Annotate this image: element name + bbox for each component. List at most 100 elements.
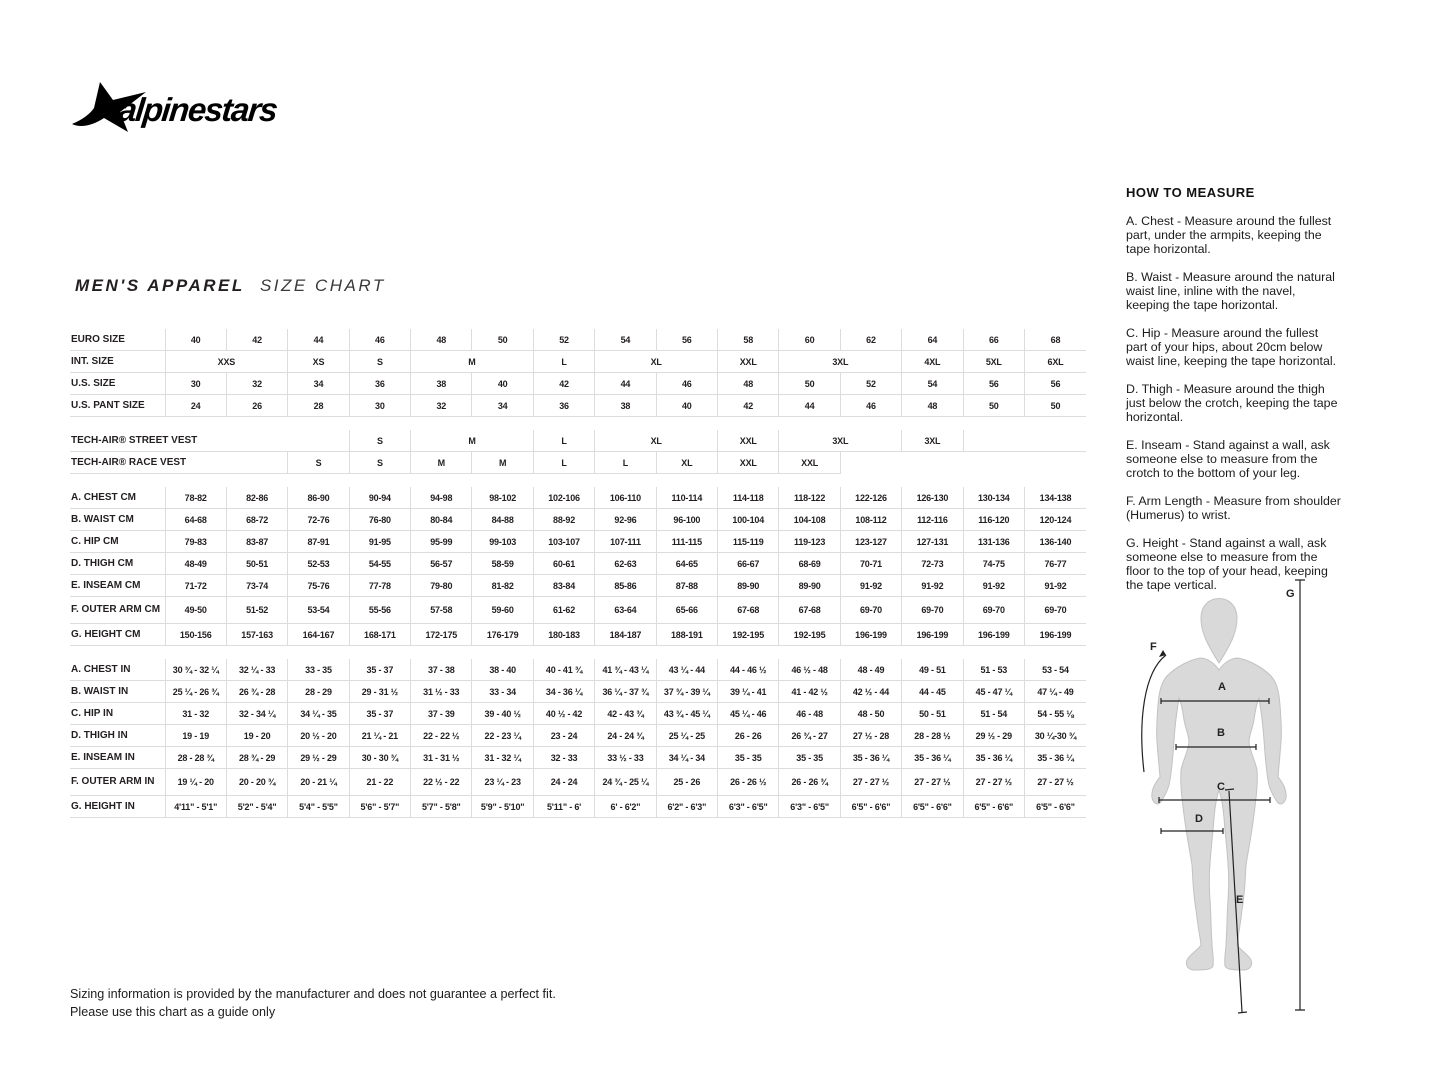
table-cell: 67-68	[717, 596, 779, 624]
table-cell: S	[348, 430, 411, 452]
table-cell: S	[287, 451, 350, 474]
measure-instruction-chest: A. Chest - Measure around the fullest pa…	[1126, 214, 1332, 257]
table-cell: 46 - 48	[778, 702, 841, 725]
table-row: C. HIP IN 31 - 32 32 - 34 ¼ 34 ¼ - 35 35 - 3…	[70, 702, 1086, 725]
table-cell: 28 - 28 ½	[901, 724, 964, 747]
table-cell: 62	[839, 329, 902, 351]
table-cell: 116-120	[962, 508, 1025, 531]
page-title-main: MEN'S APPAREL	[75, 276, 245, 295]
table-cell: 32 - 33	[532, 746, 595, 769]
thigh-line-D	[1160, 828, 1224, 834]
table-cell: 122-126	[839, 487, 902, 509]
table-cell: 23 - 24	[532, 724, 595, 747]
table-cell: 192-195	[778, 623, 841, 646]
table-cell: 42 - 43 ¾	[594, 702, 657, 725]
table-row: G. HEIGHT CM 150-156 157-163 164-167 168-171…	[70, 623, 1086, 646]
table-cell: 60	[778, 329, 841, 351]
table-cell: 68-69	[778, 552, 841, 575]
head-silhouette	[1200, 598, 1238, 664]
table-cell: 23 ¼ - 23	[471, 768, 534, 796]
table-cell: M	[410, 350, 534, 373]
table-cell: 50	[962, 394, 1025, 417]
table-cell: 57-58	[410, 596, 472, 624]
how-to-measure-heading: HOW TO MEASURE	[1126, 185, 1255, 200]
table-cell: 36	[348, 372, 411, 395]
table-cell: 80-84	[410, 508, 472, 531]
table-cell: 100-104	[717, 508, 779, 531]
table-cell: 53-54	[287, 596, 350, 624]
table-row: INT. SIZE XXS XS S M L XL XXL 3XL 4XL 5XL 6XL	[70, 350, 1086, 373]
table-cell: 33 - 34	[471, 680, 534, 703]
table-cell: 35 - 35	[778, 746, 841, 769]
hip-line-C	[1158, 797, 1271, 803]
row-label: C. HIP CM	[70, 530, 165, 553]
row-label: F. OUTER ARM CM	[70, 596, 165, 624]
table-cell: 29 ½ - 29	[962, 724, 1025, 747]
table-cell: 52	[532, 329, 595, 351]
table-cell: 39 ¼ - 41	[717, 680, 779, 703]
table-cell: 42	[717, 394, 779, 417]
body-silhouette	[1151, 657, 1287, 971]
row-label: B. WAIST IN	[70, 680, 165, 703]
table-cell: XL	[655, 451, 718, 474]
table-cell: L	[532, 451, 595, 474]
table-cell: XL	[594, 350, 718, 373]
table-cell: 91-92	[962, 574, 1025, 597]
table-cell: 27 - 27 ½	[839, 768, 902, 796]
row-label: B. WAIST CM	[70, 508, 165, 531]
table-cell: 52-53	[287, 552, 350, 575]
row-label: A. CHEST IN	[70, 659, 165, 681]
table-cell: 69-70	[962, 596, 1025, 624]
table-cell: 3XL	[901, 430, 964, 452]
table-cell: 150-156	[164, 623, 227, 646]
size-table-section: A. CHEST CM 78-82 82-86 86-90 90-94 94-98 98-1…	[70, 487, 1086, 646]
page-title: MEN'S APPAREL SIZE CHART	[75, 276, 386, 296]
table-cell: 69-70	[901, 596, 964, 624]
table-cell: 54 - 55 ⅛	[1023, 702, 1086, 725]
table-cell: 196-199	[901, 623, 964, 646]
alpinestars-star-icon: alpinestars	[72, 82, 279, 132]
table-cell: 196-199	[839, 623, 902, 646]
table-cell: 56-57	[410, 552, 472, 575]
table-cell: 176-179	[471, 623, 534, 646]
row-label: D. THIGH CM	[70, 552, 165, 575]
table-cell: 6'5" - 6'6"	[901, 795, 964, 818]
table-cell: L	[532, 350, 595, 373]
table-cell: 115-119	[717, 530, 779, 553]
table-cell: 40	[471, 372, 534, 395]
table-cell: 89-90	[717, 574, 779, 597]
table-row: F. OUTER ARM CM 49-50 51-52 53-54 55-56 57-58…	[70, 596, 1086, 624]
table-cell: 39 - 40 ½	[471, 702, 534, 725]
table-cell: 51 - 53	[962, 659, 1025, 681]
table-cell: 196-199	[962, 623, 1025, 646]
table-cell: 45 ¼ - 46	[717, 702, 779, 725]
table-row: D. THIGH CM 48-49 50-51 52-53 54-55 56-57 58-5…	[70, 552, 1086, 575]
table-cell: 33 - 35	[287, 659, 350, 681]
table-cell: 30 ¾ - 32 ¼	[164, 659, 227, 681]
table-cell: 131-136	[962, 530, 1025, 553]
table-cell: 61-62	[532, 596, 595, 624]
table-cell: 47 ¼ - 49	[1023, 680, 1086, 703]
table-cell: 31 - 32	[164, 702, 227, 725]
table-cell: 44 - 46 ½	[717, 659, 779, 681]
table-cell: 30 ¼-30 ¾	[1023, 724, 1086, 747]
measurement-figure: A B C D E F G	[1128, 570, 1318, 1028]
table-cell: 91-92	[901, 574, 964, 597]
label-C: C	[1217, 781, 1225, 793]
table-row: U.S. PANT SIZE 24 26 28 30 32 34 36 38 40 42 44 46 48…	[70, 394, 1086, 417]
table-cell: 19 - 20	[225, 724, 288, 747]
figure-labels: A B C D E F G	[1150, 588, 1295, 906]
table-cell	[962, 430, 1086, 452]
table-cell	[839, 451, 1086, 474]
table-cell: 44	[594, 372, 657, 395]
table-cell: 99-103	[471, 530, 534, 553]
table-cell: 66	[962, 329, 1025, 351]
table-cell: 180-183	[532, 623, 595, 646]
row-label: INT. SIZE	[70, 350, 165, 373]
table-cell: 42 ½ - 44	[839, 680, 902, 703]
row-label: A. CHEST CM	[70, 487, 165, 509]
table-cell: 27 ½ - 28	[839, 724, 902, 747]
table-row: TECH-AIR® STREET VEST S M L XL XXL 3XL 3XL	[70, 430, 1086, 452]
table-cell: 40 - 41 ¾	[532, 659, 595, 681]
table-cell: 74-75	[962, 552, 1025, 575]
